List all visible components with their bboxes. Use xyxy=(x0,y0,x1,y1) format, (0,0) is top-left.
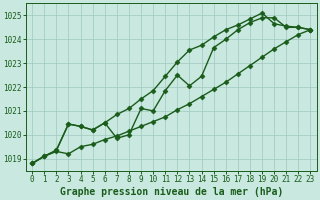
X-axis label: Graphe pression niveau de la mer (hPa): Graphe pression niveau de la mer (hPa) xyxy=(60,186,283,197)
